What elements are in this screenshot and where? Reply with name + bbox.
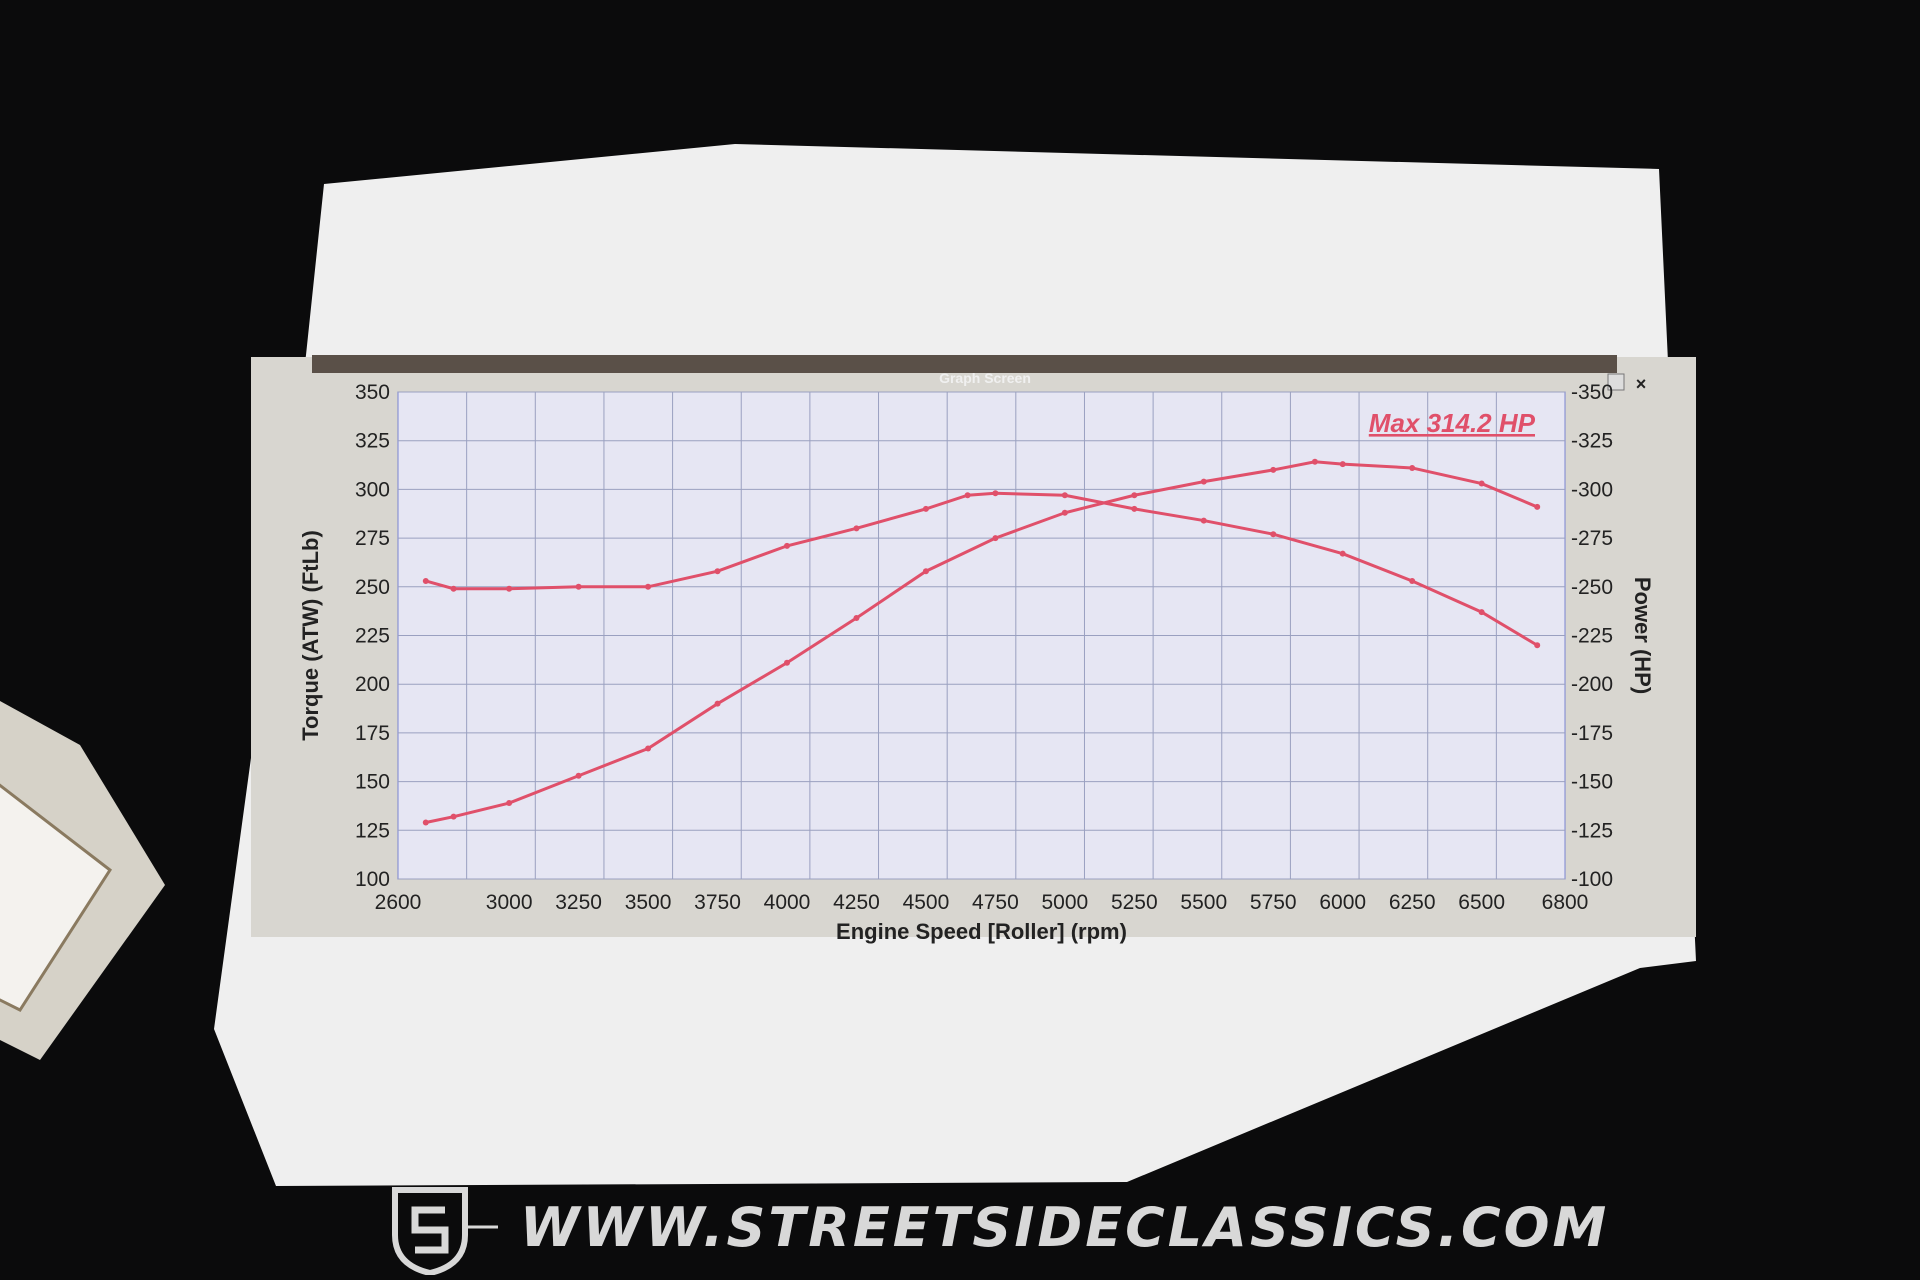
y2-tick-label: -100 — [1571, 868, 1613, 891]
x-axis-label: Engine Speed [Roller] (rpm) — [836, 919, 1127, 944]
y-axis-label: Torque (ATW) (FtLb) — [298, 530, 323, 741]
power-point — [1311, 458, 1318, 465]
torque-point — [714, 568, 721, 575]
x-tick-label: 2600 — [375, 891, 422, 914]
torque-point — [1534, 642, 1541, 649]
side-box-inner — [0, 783, 113, 1012]
y2-tick-label: -275 — [1571, 527, 1613, 550]
x-tick-label: 6000 — [1319, 891, 1366, 914]
x-tick-label: 5750 — [1250, 891, 1297, 914]
power-point — [922, 568, 929, 575]
power-point — [1131, 492, 1138, 499]
power-point — [1061, 509, 1068, 516]
y2-tick-label: -125 — [1571, 819, 1613, 842]
x-tick-label: 3250 — [555, 891, 602, 914]
power-point — [1478, 480, 1485, 487]
y2-tick-label: -200 — [1571, 673, 1613, 696]
x-tick-label: 6500 — [1458, 891, 1505, 914]
y2-tick-label: -350 — [1571, 381, 1613, 404]
torque-point — [1339, 550, 1346, 557]
torque-point — [964, 492, 971, 499]
y-tick-label: 200 — [355, 673, 390, 696]
power-point — [1409, 464, 1416, 471]
y-tick-label: 175 — [355, 722, 390, 745]
y2-axis-label: Power (HP) — [1630, 577, 1655, 694]
torque-point — [1270, 531, 1277, 538]
torque-point — [450, 585, 457, 592]
x-tick-label: 4500 — [903, 891, 950, 914]
y-tick-label: 350 — [355, 381, 390, 404]
title-bar — [312, 355, 1617, 373]
power-point — [853, 614, 860, 621]
torque-point — [422, 577, 429, 584]
close-icon[interactable]: × — [1636, 374, 1647, 394]
x-tick-label: 4000 — [764, 891, 811, 914]
torque-point — [922, 505, 929, 512]
torque-point — [575, 583, 582, 590]
streetside-logo-icon — [392, 1187, 498, 1275]
x-tick-label: 5500 — [1180, 891, 1227, 914]
torque-point — [784, 542, 790, 549]
x-tick-label: 3000 — [486, 891, 533, 914]
y-tick-label: 225 — [355, 625, 390, 648]
torque-point — [645, 583, 652, 590]
x-tick-label: 6250 — [1389, 891, 1436, 914]
y2-tick-label: -325 — [1571, 430, 1613, 453]
max-hp-annotation: Max 314.2 HP — [1369, 408, 1536, 438]
y2-tick-label: -300 — [1571, 478, 1613, 501]
window-title: Graph Screen — [939, 370, 1031, 386]
y-tick-label: 100 — [355, 868, 390, 891]
power-point — [1534, 503, 1541, 510]
y-tick-label: 300 — [355, 478, 390, 501]
torque-point — [992, 490, 999, 497]
x-tick-label: 4250 — [833, 891, 880, 914]
torque-point — [506, 585, 513, 592]
torque-point — [1131, 505, 1138, 512]
restore-icon[interactable] — [1607, 373, 1625, 391]
torque-point — [1478, 609, 1485, 616]
y-tick-label: 250 — [355, 576, 390, 599]
graph-window: Graph Screen × 100 -100 125 -125 150 -150 175 -… — [251, 355, 1696, 944]
power-point — [784, 659, 790, 666]
power-point — [1339, 461, 1346, 468]
y2-tick-label: -175 — [1571, 722, 1613, 745]
power-point — [645, 745, 652, 752]
x-tick-label: 3500 — [625, 891, 672, 914]
power-point — [506, 800, 513, 807]
y2-tick-label: -150 — [1571, 771, 1613, 794]
x-tick-label: 5000 — [1041, 891, 1088, 914]
y2-tick-label: -225 — [1571, 625, 1613, 648]
torque-point — [1200, 517, 1207, 524]
y2-tick-label: -250 — [1571, 576, 1613, 599]
y-tick-label: 125 — [355, 819, 390, 842]
torque-point — [1061, 492, 1068, 499]
power-point — [450, 813, 457, 820]
y-tick-label: 325 — [355, 430, 390, 453]
y-tick-label: 275 — [355, 527, 390, 550]
power-point — [575, 772, 582, 779]
power-point — [422, 819, 429, 826]
torque-point — [1409, 577, 1416, 584]
x-tick-label: 6800 — [1542, 891, 1589, 914]
power-point — [992, 535, 999, 542]
y-tick-label: 150 — [355, 771, 390, 794]
x-tick-label: 3750 — [694, 891, 741, 914]
x-tick-label: 4750 — [972, 891, 1019, 914]
watermark-text: WWW.STREETSIDECLASSICS.COM — [520, 1196, 1610, 1259]
power-point — [1270, 466, 1277, 473]
power-point — [714, 700, 721, 707]
torque-point — [853, 525, 860, 532]
x-tick-label: 5250 — [1111, 891, 1158, 914]
power-point — [1200, 478, 1207, 485]
